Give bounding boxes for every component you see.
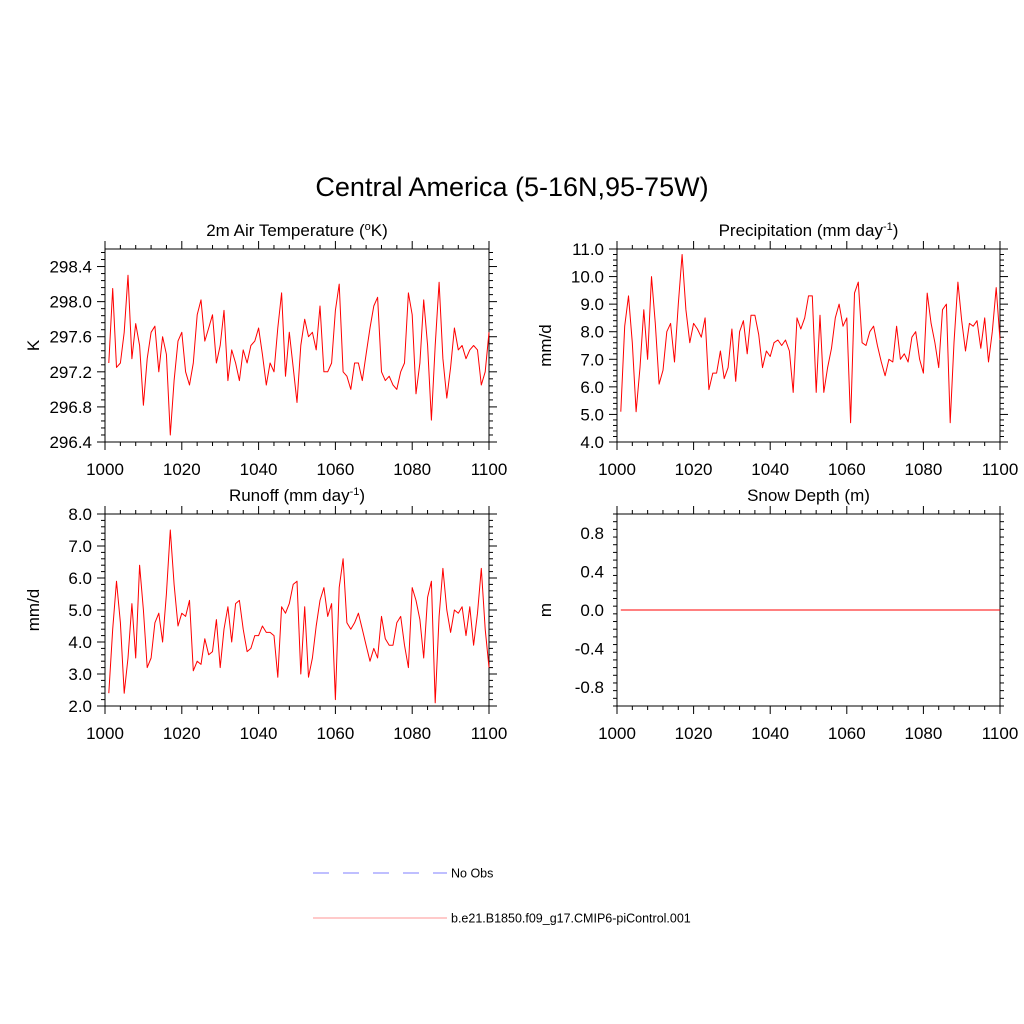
y-tick-label: 10.0 (571, 268, 604, 287)
x-tick-label: 1060 (316, 460, 354, 479)
legend-model-label: b.e21.B1850.f09_g17.CMIP6-piControl.001 (451, 912, 691, 926)
y-tick-label: 297.2 (49, 363, 92, 382)
chart-precip: Precipitation (mm day-1) mm/d 1000 1020 1040… (536, 221, 1018, 479)
chart-snow: Snow Depth (m) m 1000 1020 1040 1060 1080 1100 -… (536, 486, 1018, 743)
plot-frame (616, 248, 1001, 443)
x-tick-label: 1020 (675, 724, 713, 743)
x-tick-label: 1080 (904, 460, 942, 479)
x-tick-label: 1040 (240, 460, 278, 479)
x-tick-label: 1080 (904, 724, 942, 743)
x-tick-label: 1020 (675, 460, 713, 479)
x-tick-label: 1000 (86, 724, 124, 743)
x-tick-label: 1060 (316, 724, 354, 743)
x-tick-label: 1040 (751, 460, 789, 479)
y-tick-label: 298.0 (49, 293, 92, 312)
x-tick-label: 1060 (828, 460, 866, 479)
series-line (108, 274, 490, 436)
plot-frame (104, 248, 490, 443)
x-tick-label: 1000 (598, 460, 636, 479)
y-tick-label: 296.4 (49, 433, 92, 452)
x-tick-label: 1040 (751, 724, 789, 743)
y-tick-label: 9.0 (580, 295, 604, 314)
y-tick-label: 3.0 (68, 665, 92, 684)
chart-panels: 2m Air Temperature (oK) K 1000 1020 1040 1060… (24, 221, 1018, 743)
y-tick-label: 297.6 (49, 328, 92, 347)
chart-runoff: Runoff (mm day-1) mm/d 1000 1020 1040 1060 108… (24, 486, 507, 743)
y-tick-label: -0.4 (575, 639, 604, 658)
y-axis-label: mm/d (24, 589, 43, 632)
x-tick-label: 1060 (828, 724, 866, 743)
y-tick-label: 0.8 (580, 524, 604, 543)
chart-title: Runoff (mm day-1) (229, 486, 365, 505)
x-tick-label: 1020 (163, 724, 201, 743)
x-tick-label: 1000 (598, 724, 636, 743)
y-tick-label: 5.0 (68, 601, 92, 620)
legend-obs-label: No Obs (451, 867, 493, 881)
chart-title: Precipitation (mm day-1) (719, 221, 899, 240)
legend: No Obs b.e21.B1850.f09_g17.CMIP6-piContr… (313, 867, 691, 926)
chart-temp: 2m Air Temperature (oK) K 1000 1020 1040 1060… (24, 221, 507, 479)
x-tick-label: 1000 (86, 460, 124, 479)
x-tick-label: 1100 (982, 724, 1019, 743)
y-tick-label: 4.0 (68, 633, 92, 652)
y-tick-label: 6.0 (68, 569, 92, 588)
y-tick-label: 0.4 (580, 563, 604, 582)
y-tick-label: -0.8 (575, 678, 604, 697)
y-tick-label: 2.0 (68, 697, 92, 716)
y-axis-label: K (24, 339, 43, 351)
y-tick-label: 8.0 (68, 505, 92, 524)
x-tick-label: 1040 (240, 724, 278, 743)
x-tick-label: 1100 (471, 460, 508, 479)
x-tick-label: 1080 (393, 724, 431, 743)
chart-title: 2m Air Temperature (oK) (206, 221, 388, 240)
x-tick-label: 1080 (393, 460, 431, 479)
x-tick-label: 1100 (982, 460, 1019, 479)
y-tick-label: 5.0 (580, 405, 604, 424)
y-tick-label: 7.0 (580, 350, 604, 369)
y-tick-label: 7.0 (68, 537, 92, 556)
y-tick-label: 296.8 (49, 398, 92, 417)
y-axis-label: m (536, 603, 555, 617)
y-tick-label: 0.0 (580, 601, 604, 620)
y-tick-label: 4.0 (580, 433, 604, 452)
x-tick-label: 1100 (471, 724, 508, 743)
series-line (108, 529, 490, 704)
series-line (620, 254, 1001, 424)
y-axis-label: mm/d (536, 324, 555, 367)
chart-title: Snow Depth (m) (747, 486, 870, 505)
y-tick-label: 11.0 (572, 240, 604, 259)
page-title: Central America (5-16N,95-75W) (315, 172, 708, 202)
plot-frame (104, 513, 490, 707)
x-tick-label: 1020 (163, 460, 201, 479)
y-tick-label: 8.0 (580, 323, 604, 342)
y-tick-label: 6.0 (580, 378, 604, 397)
y-tick-label: 298.4 (49, 258, 92, 277)
